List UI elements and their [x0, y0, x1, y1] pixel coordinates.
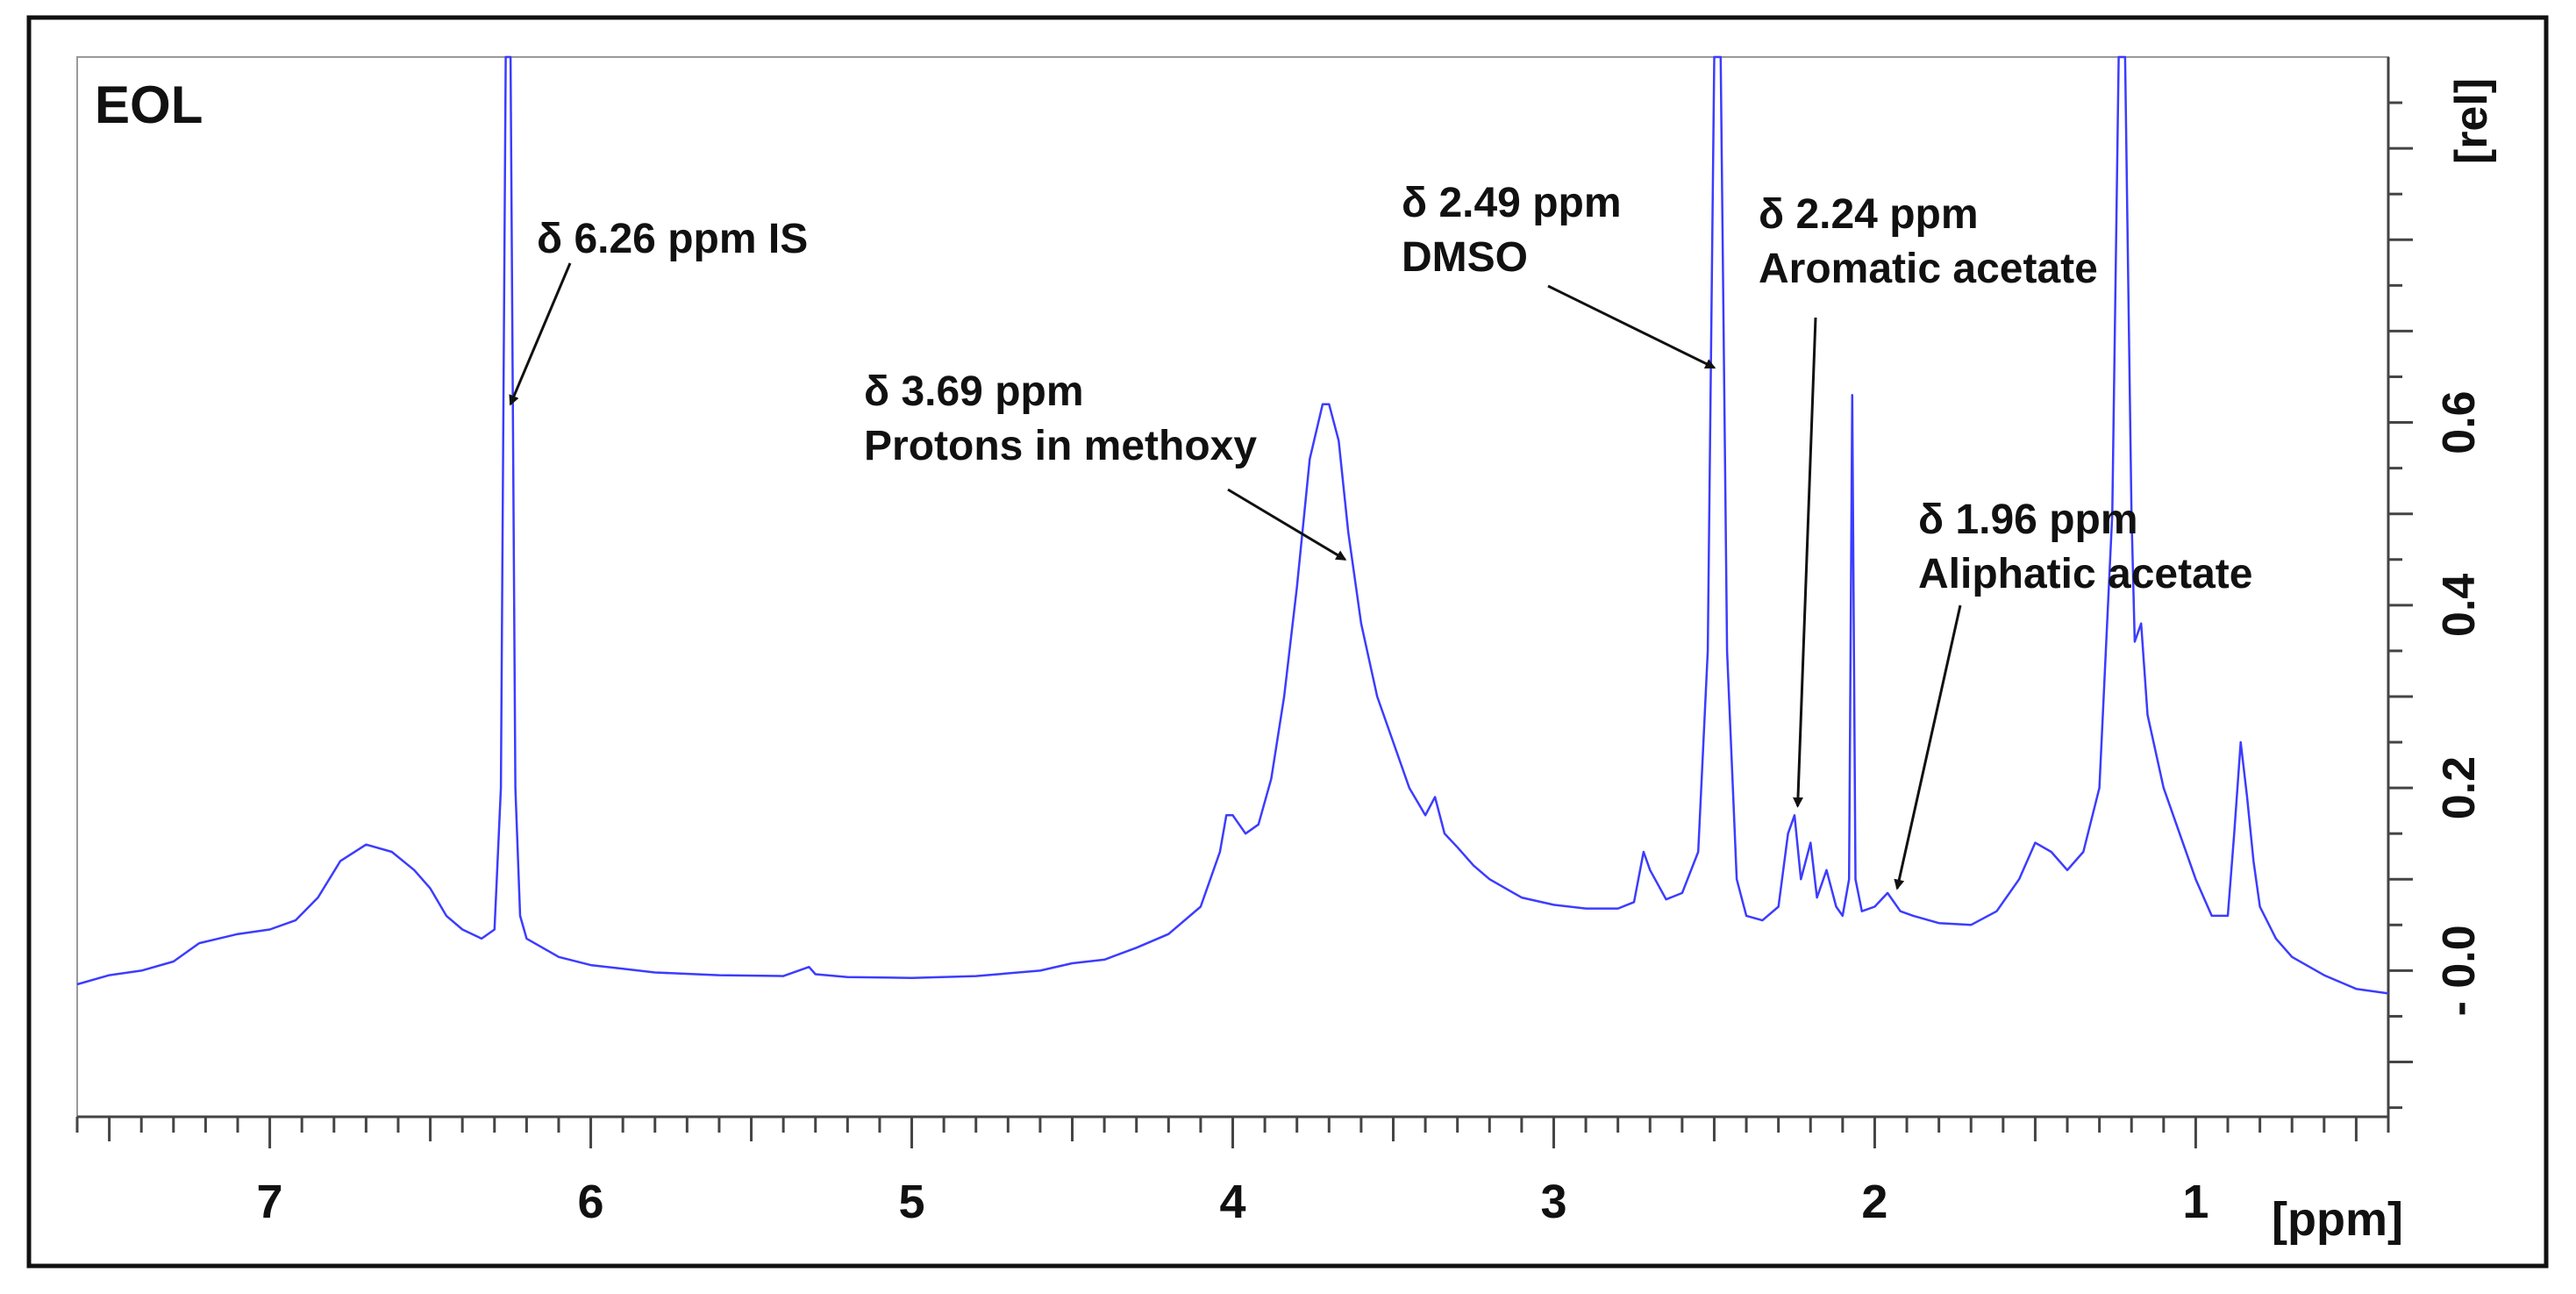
y-tick-label: 0.4	[2434, 574, 2485, 637]
annotation-aliphatic-line-1: δ 1.96 ppm	[1918, 497, 2138, 543]
annotation-is-line-1: δ 6.26 ppm IS	[537, 216, 808, 262]
annotation-methoxy-line-1: δ 3.69 ppm	[864, 368, 1084, 415]
annotation-aliphatic-line-2: Aliphatic acetate	[1918, 551, 2252, 597]
figure-border	[26, 15, 2549, 1269]
annotation-aromatic-line-1: δ 2.24 ppm	[1759, 191, 1979, 238]
annotation-aromatic-line-2: Aromatic acetate	[1759, 246, 2098, 292]
annotation-dmso-arrow	[1547, 284, 1716, 369]
y-axis: 0.6 0.4 0.2 - 0.0	[2387, 57, 2485, 1117]
annotation-is-arrow	[509, 262, 572, 406]
x-tick-label: 6	[578, 1176, 604, 1228]
annotation-aromatic-arrow	[1792, 317, 1817, 808]
annotation-methoxy-line-2: Protons in methoxy	[864, 423, 1257, 469]
y-tick-label: 0.2	[2434, 756, 2485, 819]
annotations: δ 6.26 ppm IS δ 3.69 ppm Protons in methox…	[509, 180, 2252, 890]
spectrum-line	[76, 55, 2389, 995]
x-tick-label: 3	[1540, 1176, 1566, 1228]
annotation-dmso-line-1: δ 2.49 ppm	[1402, 180, 1622, 226]
y-axis-label: [rel]	[2446, 78, 2497, 164]
sample-label: EOL	[95, 75, 203, 134]
x-tick-label: 5	[899, 1176, 925, 1228]
x-axis: 7 6 5 4 3 2 1	[75, 1115, 2390, 1228]
annotation-dmso-line-2: DMSO	[1402, 234, 1528, 281]
y-tick-label: - 0.0	[2434, 925, 2485, 1016]
x-tick-label: 7	[257, 1176, 283, 1228]
y-tick-label: 0.6	[2434, 390, 2485, 454]
x-axis-label: [ppm]	[2272, 1193, 2403, 1246]
annotation-aliphatic-arrow	[1894, 604, 1962, 890]
x-tick-label: 1	[2182, 1176, 2209, 1228]
spectrum	[76, 55, 2389, 995]
x-tick-label: 4	[1219, 1176, 1245, 1228]
x-tick-label: 2	[1861, 1176, 1887, 1228]
annotation-methoxy-arrow	[1227, 488, 1347, 561]
